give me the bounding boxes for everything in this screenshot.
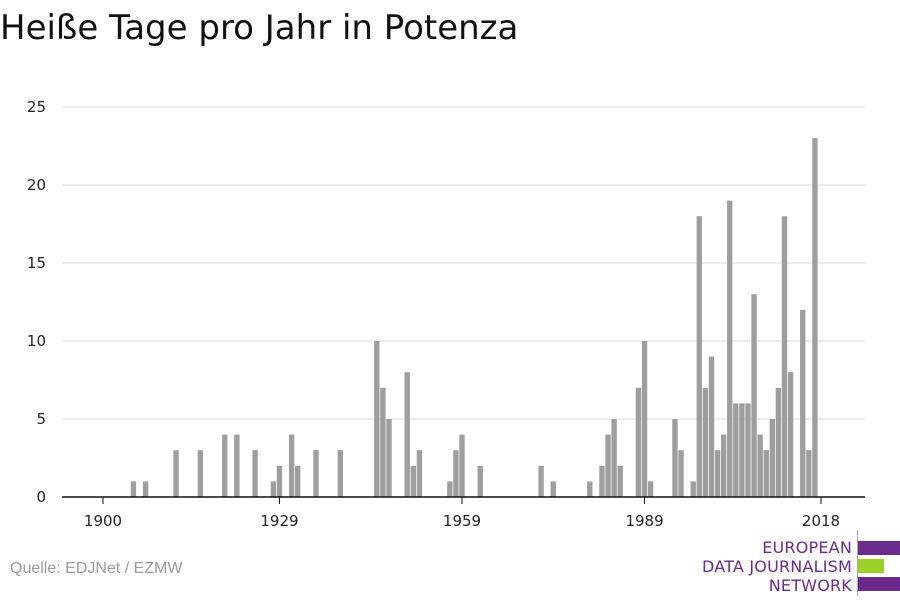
y-tick-label-20: 20 (27, 176, 46, 194)
bars (130, 138, 818, 497)
x-tick-label-2018: 2018 (802, 512, 840, 530)
bar-2007 (751, 294, 757, 497)
bar-1916 (197, 450, 204, 497)
y-tick-label-10: 10 (27, 332, 46, 350)
bar-1984 (611, 419, 617, 497)
bar-1907 (142, 481, 149, 497)
chart-title: Heiße Tage pro Jahr in Potenza (0, 8, 519, 48)
bar-2008 (757, 434, 763, 497)
bar-1994 (672, 419, 678, 497)
bar-1950 (404, 372, 410, 497)
bar-1983 (605, 434, 611, 497)
x-tick-label-1959: 1959 (443, 512, 481, 530)
bar-1922 (234, 434, 240, 497)
source-note: Quelle: EDJNet / EZMW (10, 560, 183, 577)
y-tick-label-5: 5 (36, 410, 46, 428)
logo-bar-purple-top (858, 541, 900, 555)
y-tick-labels: 0 5 10 15 20 25 (27, 98, 46, 506)
bar-1990 (647, 481, 654, 497)
bar-1912 (173, 450, 179, 497)
logo-line-1: EUROPEAN (762, 538, 852, 557)
bar-1998 (696, 216, 702, 497)
x-tick-label-1989: 1989 (625, 512, 663, 530)
bar-2012 (781, 216, 788, 497)
bar-2015 (800, 309, 806, 497)
bar-2003 (727, 200, 733, 497)
y-tick-label-15: 15 (27, 254, 46, 272)
bar-1974 (550, 481, 556, 497)
bar-1962 (477, 465, 483, 497)
bar-2011 (775, 387, 782, 497)
x-axis-ticks: 1900 1929 1959 1989 2018 (84, 497, 840, 530)
bar-1982 (599, 465, 605, 497)
bar-1957 (447, 481, 453, 497)
y-tick-label-25: 25 (27, 98, 46, 116)
bar-1958 (453, 450, 459, 497)
x-tick-label-1900: 1900 (84, 512, 122, 530)
bar-1999 (702, 387, 709, 497)
bar-2005 (739, 403, 745, 497)
bar-1935 (313, 450, 319, 497)
bar-1925 (252, 450, 258, 497)
bar-1995 (678, 450, 684, 497)
logo-line-2: DATA JOURNALISM (702, 557, 852, 576)
bar-1929 (276, 465, 283, 497)
bar-1972 (538, 465, 544, 497)
bar-1946 (380, 387, 386, 497)
bar-1939 (337, 450, 343, 497)
bar-1952 (416, 450, 423, 497)
bar-2002 (720, 434, 727, 497)
bar-1959 (459, 434, 465, 497)
grid-lines (62, 106, 865, 420)
logo-line-3: NETWORK (768, 576, 852, 595)
bar-2000 (708, 356, 715, 497)
bar-1989 (641, 341, 648, 497)
bar-1951 (410, 465, 416, 497)
bar-2009 (763, 450, 769, 497)
bar-2001 (714, 450, 721, 497)
bar-1988 (635, 387, 642, 497)
bar-1997 (690, 481, 696, 497)
bar-2013 (787, 372, 794, 497)
bar-1932 (295, 465, 301, 497)
y-tick-label-0: 0 (36, 488, 46, 506)
bar-1920 (222, 434, 228, 497)
logo-bar-green (858, 559, 884, 573)
bar-1928 (270, 481, 277, 497)
bar-2004 (733, 403, 739, 497)
x-tick-label-1929: 1929 (260, 512, 298, 530)
bar-1931 (288, 434, 295, 497)
bar-1985 (617, 465, 623, 497)
logo-divider (857, 530, 858, 596)
bar-2016 (806, 450, 812, 497)
bar-1905 (130, 481, 137, 497)
bar-1980 (587, 481, 593, 497)
logo-bar-purple-bottom (858, 577, 900, 591)
bar-2006 (745, 403, 751, 497)
bar-1945 (374, 341, 380, 497)
bar-2017 (812, 138, 818, 497)
bar-2010 (769, 419, 775, 497)
bar-1947 (386, 419, 392, 497)
